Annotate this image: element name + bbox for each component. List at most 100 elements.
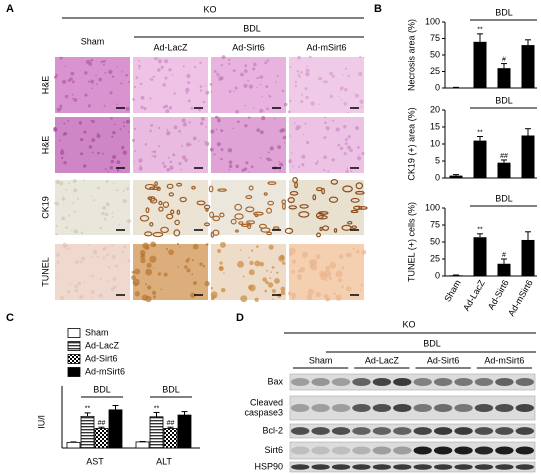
- stain: [102, 59, 106, 63]
- stain: [227, 148, 233, 153]
- stain: [77, 281, 82, 286]
- stain: [90, 59, 93, 62]
- significance: ##: [98, 420, 106, 427]
- bar: [80, 415, 95, 449]
- blot-bg: [289, 373, 536, 391]
- stain: [240, 295, 248, 303]
- stain: [149, 255, 157, 263]
- stain: [108, 69, 113, 75]
- stain: [179, 196, 187, 203]
- stain: [157, 57, 159, 60]
- stain: [346, 167, 348, 170]
- stain: [244, 104, 247, 107]
- stain: [356, 145, 360, 149]
- stain: [220, 157, 223, 161]
- stain: [179, 246, 181, 248]
- stain: [154, 181, 158, 186]
- stain: [140, 257, 146, 264]
- panel-label: A: [6, 3, 14, 15]
- stain: [96, 83, 98, 86]
- stain: [283, 102, 288, 107]
- bar: [177, 414, 192, 449]
- stain: [88, 145, 93, 149]
- stain: [73, 188, 78, 193]
- stain: [185, 258, 190, 263]
- bar: [449, 175, 463, 178]
- band: [515, 378, 534, 386]
- stain: [280, 286, 286, 292]
- stain: [269, 277, 272, 280]
- stain: [297, 73, 301, 77]
- stain: [168, 249, 174, 256]
- stain: [307, 288, 314, 295]
- stain: [112, 285, 117, 290]
- stain: [248, 256, 251, 259]
- stain: [112, 130, 116, 135]
- micrograph-bg: [211, 117, 286, 173]
- stain: [294, 80, 298, 84]
- stain: [166, 131, 171, 136]
- stain: [354, 125, 360, 131]
- stain: [312, 194, 317, 201]
- stain: [125, 106, 130, 111]
- stain: [218, 265, 224, 272]
- band: [515, 464, 534, 470]
- stain: [295, 84, 297, 86]
- stain: [327, 170, 330, 173]
- stain: [299, 204, 309, 209]
- stain: [289, 190, 299, 196]
- stain: [116, 169, 120, 172]
- stain: [60, 295, 65, 300]
- stain: [131, 275, 136, 280]
- stain: [220, 148, 224, 152]
- stain: [97, 186, 100, 190]
- stain: [315, 162, 318, 165]
- bar: [521, 45, 535, 88]
- stain: [228, 62, 231, 65]
- stain: [316, 232, 322, 238]
- stain: [267, 200, 275, 206]
- stain: [342, 74, 345, 76]
- panel-label: C: [6, 312, 14, 324]
- blot-label: Bcl-2: [262, 425, 283, 435]
- stain: [296, 69, 300, 73]
- stain: [56, 107, 61, 112]
- micrograph-bg: [133, 57, 208, 113]
- stain: [256, 77, 258, 80]
- micrograph-bg: [55, 57, 130, 113]
- stain: [165, 247, 169, 251]
- stain: [249, 260, 254, 266]
- stain: [269, 146, 274, 151]
- stain: [270, 271, 272, 273]
- column-label: Sham: [81, 36, 105, 46]
- stain: [172, 153, 176, 157]
- stain: [153, 154, 157, 158]
- stain: [127, 226, 129, 228]
- stain: [143, 106, 147, 111]
- stain: [91, 274, 94, 278]
- stain: [176, 209, 181, 215]
- stain: [335, 127, 340, 132]
- stain: [328, 276, 333, 280]
- stain: [122, 121, 125, 124]
- stain: [166, 213, 174, 220]
- stain: [328, 196, 339, 203]
- micrograph: [132, 57, 210, 114]
- stain: [315, 291, 321, 298]
- stain: [111, 135, 114, 138]
- stain: [299, 76, 302, 79]
- stain: [246, 220, 256, 225]
- stain: [289, 66, 292, 69]
- bar: [473, 140, 487, 178]
- panel-label: B: [374, 3, 382, 15]
- stain: [308, 55, 312, 59]
- bar: [521, 135, 535, 178]
- stain: [116, 160, 121, 165]
- row-label: TUNEL: [40, 257, 50, 287]
- stain: [167, 156, 170, 159]
- stain: [59, 56, 63, 60]
- stain: [215, 128, 218, 131]
- legend-label: Ad-LacZ: [85, 340, 120, 350]
- stain: [60, 150, 65, 155]
- stain: [64, 94, 69, 99]
